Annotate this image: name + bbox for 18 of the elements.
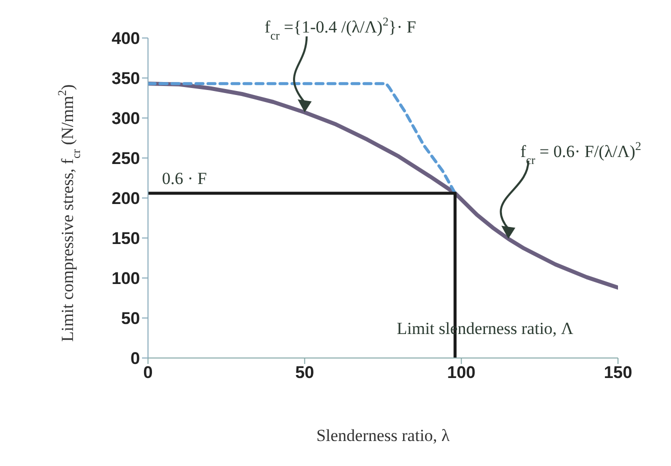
y-tick-label: 50 <box>121 309 140 328</box>
y-tick-label: 350 <box>112 69 140 88</box>
x-tick-label: 0 <box>143 363 153 382</box>
y-tick-label: 150 <box>112 229 140 248</box>
annotation: f$_{cr}$ ={1-0.4 /(λ/Λ)$^{2}$}· F <box>264 14 416 42</box>
x-tick-label: 50 <box>295 363 314 382</box>
x-tick-label: 150 <box>604 363 632 382</box>
y-tick-label: 250 <box>112 149 140 168</box>
annotation: 0.6 · F <box>162 169 207 188</box>
line-series <box>148 82 457 195</box>
y-tick-label: 100 <box>112 269 140 288</box>
x-axis-title: Slenderness ratio, λ <box>316 426 450 445</box>
y-tick-label: 400 <box>112 29 140 48</box>
y-tick-label: 300 <box>112 109 140 128</box>
y-tick-label: 0 <box>130 349 140 368</box>
x-tick-label: 100 <box>447 363 476 382</box>
annotation: f$_{cr}$ = 0.6· F/(λ/Λ)$^{2}$ <box>520 138 642 167</box>
y-tick-label: 200 <box>112 189 140 208</box>
